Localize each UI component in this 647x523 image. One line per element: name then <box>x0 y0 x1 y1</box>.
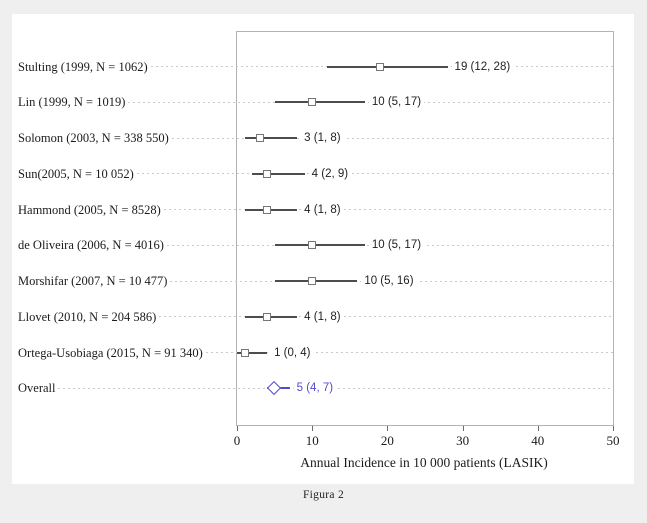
x-axis-tick-label: 30 <box>456 433 470 448</box>
estimate-square-marker <box>263 169 272 178</box>
estimate-annotation: 19 (12, 28) <box>451 58 514 75</box>
plot-area <box>236 31 614 426</box>
study-label: Ortega-Usobiaga (2015, N = 91 340) <box>18 344 206 361</box>
x-axis-tick-label: 0 <box>233 433 241 448</box>
study-label: Hammond (2005, N = 8528) <box>18 201 164 218</box>
forest-row: Llovet (2010, N = 204 586) <box>18 308 613 325</box>
study-label: de Oliveira (2006, N = 4016) <box>18 237 167 254</box>
x-axis-tick-mark <box>462 426 464 431</box>
forest-row: Sun(2005, N = 10 052) <box>18 165 613 182</box>
study-label: Lin (1999, N = 1019) <box>18 94 129 111</box>
x-axis-tick-mark <box>237 426 238 431</box>
study-label: Morshifar (2007, N = 10 477) <box>18 273 171 290</box>
estimate-annotation: 5 (4, 7) <box>293 380 337 397</box>
estimate-annotation: 1 (0, 4) <box>271 344 314 361</box>
study-label: Solomon (2003, N = 338 550) <box>18 130 172 147</box>
study-label: Llovet (2010, N = 204 586) <box>18 308 160 325</box>
forest-row: de Oliveira (2006, N = 4016) <box>18 237 613 254</box>
row-gridline <box>205 352 613 354</box>
x-axis-tick-mark <box>613 426 614 431</box>
x-axis-tick-mark <box>312 426 314 431</box>
row-gridline <box>136 173 613 175</box>
row-gridline <box>171 137 613 139</box>
estimate-square-marker <box>308 241 317 250</box>
ci-line <box>274 101 365 104</box>
row-gridline <box>159 316 613 318</box>
x-axis-tick-label: 40 <box>531 433 545 448</box>
estimate-square-marker <box>375 62 384 71</box>
ci-line <box>327 65 448 68</box>
x-axis-tick-label: 20 <box>380 433 394 448</box>
x-axis-tick-mark <box>387 426 389 431</box>
estimate-annotation: 10 (5, 17) <box>368 94 425 111</box>
forest-row: Solomon (2003, N = 338 550) <box>18 130 613 147</box>
figure-caption: Figura 2 <box>302 489 345 501</box>
forest-row: Ortega-Usobiaga (2015, N = 91 340) <box>18 344 613 361</box>
figure-panel: Stulting (1999, N = 1062) 19 (12, 28) Lin … <box>12 14 634 484</box>
ci-line <box>252 172 305 175</box>
study-label: Sun(2005, N = 10 052) <box>18 165 137 182</box>
ci-line <box>274 244 365 247</box>
forest-row: Stulting (1999, N = 1062) <box>18 58 613 75</box>
overall-label: Overall <box>18 380 59 397</box>
study-label: Stulting (1999, N = 1062) <box>18 58 151 75</box>
x-axis-tick-mark <box>537 426 539 431</box>
estimate-annotation: 10 (5, 16) <box>361 273 417 290</box>
x-axis-tick-label: 10 <box>305 433 319 448</box>
estimate-square-marker <box>263 312 272 321</box>
estimate-annotation: 4 (2, 9) <box>308 165 352 182</box>
forest-row: Hammond (2005, N = 8528) <box>18 201 613 218</box>
ci-line <box>237 351 268 354</box>
estimate-annotation: 10 (5, 17) <box>368 237 425 254</box>
estimate-annotation: 3 (1, 8) <box>301 130 344 147</box>
estimate-square-marker <box>308 277 317 286</box>
estimate-square-marker <box>240 348 249 357</box>
x-axis-title: Annual Incidence in 10 000 patients (LAS… <box>300 455 548 470</box>
estimate-square-marker <box>255 134 264 143</box>
estimate-square-marker <box>308 98 317 107</box>
ci-line <box>244 137 298 140</box>
estimate-annotation: 4 (1, 8) <box>301 308 344 325</box>
estimate-square-marker <box>263 205 272 214</box>
estimate-annotation: 4 (1, 8) <box>301 201 344 218</box>
x-axis-tick-label: 50 <box>606 433 620 448</box>
row-gridline <box>163 209 613 211</box>
